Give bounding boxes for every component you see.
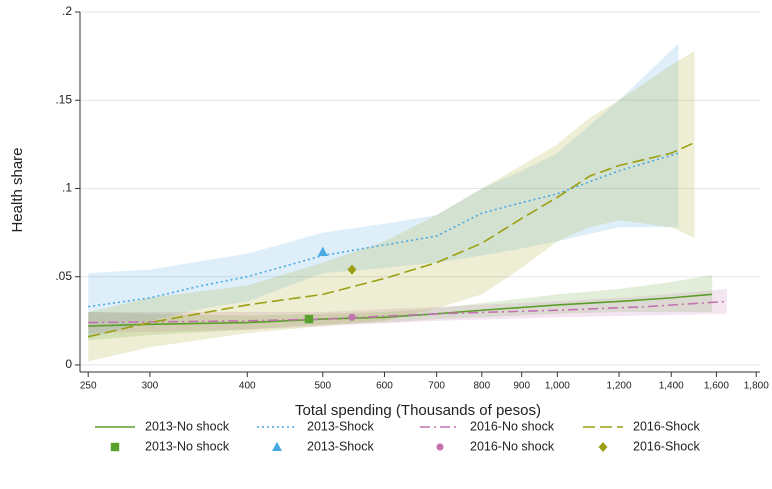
lines <box>88 141 727 338</box>
legend: 2013-No shock 2013-Shock 2016-No shock 2016… <box>95 419 700 453</box>
marker <box>348 313 356 321</box>
series-line <box>88 141 695 338</box>
confidence-band <box>88 50 695 362</box>
x-tick-label: 400 <box>239 381 256 392</box>
bands <box>88 43 727 362</box>
x-tick-label: 500 <box>314 381 331 392</box>
legend-label: 2013-Shock <box>307 419 374 433</box>
series-line <box>88 300 727 324</box>
marker <box>317 246 328 256</box>
legend-label: 2013-No shock <box>145 439 230 453</box>
legend-marker <box>272 441 282 451</box>
x-tick-label: 900 <box>513 381 530 392</box>
marker <box>304 314 314 324</box>
legend-label: 2016-Shock <box>633 419 700 433</box>
x-tick-label: 800 <box>473 381 490 392</box>
x-tick-label: 300 <box>142 381 159 392</box>
x-axis-label: Total spending (Thousands of pesos) <box>295 402 541 419</box>
legend-label: 2013-Shock <box>307 439 374 453</box>
confidence-band <box>88 274 713 341</box>
y-tick-label: .15 <box>55 92 72 106</box>
legend-label: 2016-Shock <box>633 439 700 453</box>
y-tick-label: .2 <box>62 4 72 18</box>
y-tick-label: .1 <box>62 181 72 195</box>
x-tick-label: 1,800 <box>744 381 769 392</box>
y-axis-label: Health share <box>9 147 26 232</box>
grid <box>80 11 760 366</box>
x-tick-label: 1,200 <box>607 381 632 392</box>
legend-label: 2016-No shock <box>470 439 555 453</box>
x-tick-label: 700 <box>428 381 445 392</box>
legend-label: 2016-No shock <box>470 419 555 433</box>
series-line <box>88 152 679 308</box>
x-tick-label: 1,000 <box>545 381 570 392</box>
legend-marker <box>598 442 608 452</box>
legend-marker <box>436 443 444 451</box>
marker <box>347 264 357 275</box>
x-tick-label: 600 <box>376 381 393 392</box>
x-tick-label: 250 <box>80 381 97 392</box>
y-tick-label: 0 <box>65 357 72 371</box>
legend-label: 2013-No shock <box>145 419 230 433</box>
confidence-band <box>88 43 679 339</box>
legend-marker <box>110 442 120 452</box>
x-tick-label: 1,400 <box>659 381 684 392</box>
x-tick-label: 1,600 <box>704 381 729 392</box>
y-tick-label: .05 <box>55 269 72 283</box>
